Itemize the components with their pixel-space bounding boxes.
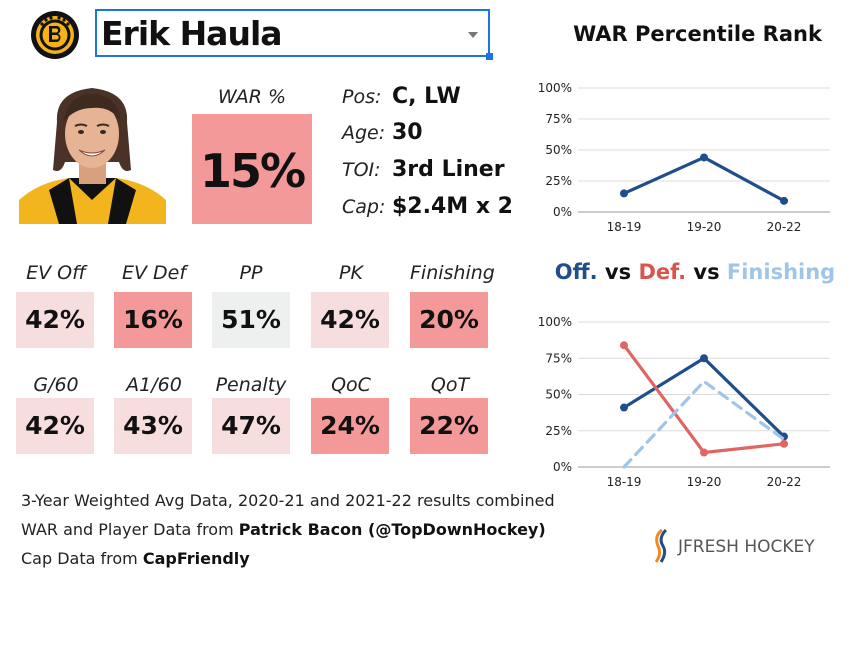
stat-value-ev-def: 16% bbox=[123, 305, 183, 334]
selection-handle[interactable] bbox=[486, 53, 493, 60]
info-value-pos: C, LW bbox=[392, 84, 461, 109]
info-key-pos: Pos: bbox=[342, 86, 382, 108]
info-value-age: 30 bbox=[392, 120, 423, 145]
footer-line-3: Cap Data from CapFriendly bbox=[21, 549, 250, 568]
data-point bbox=[780, 196, 788, 205]
data-point bbox=[620, 341, 628, 350]
stat-label-ev-def: EV Def bbox=[121, 262, 187, 284]
info-key-age: Age: bbox=[342, 122, 386, 144]
stat-label-pk: PK bbox=[339, 262, 363, 284]
data-point bbox=[780, 439, 788, 448]
bruins-logo bbox=[31, 11, 79, 59]
war-label: WAR % bbox=[217, 86, 287, 108]
stat-label-pp: PP bbox=[239, 262, 263, 284]
y-tick-label: 25% bbox=[545, 424, 572, 438]
chart-title-part: Def. bbox=[638, 260, 687, 284]
stat-box-ev-def: 16% bbox=[114, 292, 192, 348]
stat-box-pp: 51% bbox=[212, 292, 290, 348]
info-value-cap: $2.4M x 2 bbox=[392, 194, 513, 219]
war-percentile-chart: 0% 25% 50% 75% 100% 18-19 19-20 20-22 bbox=[538, 81, 830, 234]
stat-label-finishing: Finishing bbox=[410, 262, 495, 284]
stat-label-g60: G/60 bbox=[33, 374, 79, 396]
chart-title-part: vs bbox=[686, 260, 727, 284]
x-tick-label: 19-20 bbox=[687, 475, 722, 489]
y-tick-label: 0% bbox=[553, 205, 572, 219]
footer-source-war: Patrick Bacon (@TopDownHockey) bbox=[238, 520, 546, 539]
stat-box-g60: 42% bbox=[16, 398, 94, 454]
y-tick-label: 50% bbox=[545, 388, 572, 402]
data-point bbox=[620, 403, 628, 412]
x-tick-label: 20-22 bbox=[767, 475, 802, 489]
data-point bbox=[700, 354, 708, 363]
stat-label-a160: A1/60 bbox=[126, 374, 182, 396]
data-point bbox=[700, 153, 708, 162]
data-point bbox=[700, 448, 708, 457]
stat-label-ev-off: EV Off bbox=[26, 262, 86, 284]
footer-line-3-prefix: Cap Data from bbox=[21, 549, 143, 568]
footer-source-cap: CapFriendly bbox=[142, 549, 250, 568]
x-tick-label: 18-19 bbox=[607, 475, 642, 489]
info-key-toi: TOI: bbox=[342, 159, 381, 181]
y-tick-label: 100% bbox=[538, 315, 572, 329]
player-select[interactable]: Erik Haula bbox=[95, 9, 493, 60]
chart-title-part: Finishing bbox=[726, 260, 836, 284]
stat-box-penalty: 47% bbox=[212, 398, 290, 454]
y-tick-label: 0% bbox=[553, 460, 572, 474]
data-point bbox=[620, 189, 628, 198]
stat-value-qoc: 24% bbox=[320, 411, 380, 440]
chevron-down-icon[interactable] bbox=[468, 32, 478, 38]
series-line bbox=[622, 356, 786, 439]
footer-line-2: WAR and Player Data from Patrick Bacon (… bbox=[21, 520, 546, 539]
stat-value-penalty: 47% bbox=[221, 411, 281, 440]
jfresh-hockey-logo: JFRESH HOCKEY bbox=[654, 528, 815, 563]
stat-value-qot: 22% bbox=[419, 411, 479, 440]
series-line bbox=[622, 155, 786, 203]
stat-value-ev-off: 42% bbox=[25, 305, 85, 334]
stat-box-qot: 22% bbox=[410, 398, 488, 454]
chart-title-off-def-finishing: Off. vs Def. vs Finishing bbox=[530, 260, 860, 284]
off-def-finishing-chart: 0% 25% 50% 75% 100% 18-19 19-20 20-22 bbox=[538, 315, 830, 489]
chart-title-war-percentile: WAR Percentile Rank bbox=[573, 22, 822, 46]
war-value-box: 15% bbox=[192, 114, 312, 224]
y-tick-label: 50% bbox=[545, 143, 572, 157]
stat-label-qot: QoT bbox=[430, 374, 470, 396]
stat-box-a160: 43% bbox=[114, 398, 192, 454]
stat-value-g60: 42% bbox=[25, 411, 85, 440]
y-tick-label: 100% bbox=[538, 81, 572, 95]
brand-text: JFRESH HOCKEY bbox=[677, 537, 815, 557]
series-line bbox=[622, 379, 786, 469]
stat-value-a160: 43% bbox=[123, 411, 183, 440]
chart-title-part: Off. bbox=[554, 260, 598, 284]
footer-line-2-prefix: WAR and Player Data from bbox=[21, 520, 239, 539]
stat-label-qoc: QoC bbox=[331, 374, 371, 396]
y-tick-label: 25% bbox=[545, 174, 572, 188]
stat-box-qoc: 24% bbox=[311, 398, 389, 454]
stat-box-ev-off: 42% bbox=[16, 292, 94, 348]
x-tick-label: 20-22 bbox=[767, 220, 802, 234]
stat-value-finishing: 20% bbox=[419, 305, 479, 334]
chart-title-part: vs bbox=[597, 260, 639, 284]
x-tick-label: 18-19 bbox=[607, 220, 642, 234]
player-name: Erik Haula bbox=[101, 14, 283, 53]
player-photo bbox=[19, 82, 166, 224]
info-key-cap: Cap: bbox=[342, 196, 386, 218]
stat-box-pk: 42% bbox=[311, 292, 389, 348]
info-value-toi: 3rd Liner bbox=[392, 157, 505, 182]
footer-line-1: 3-Year Weighted Avg Data, 2020-21 and 20… bbox=[21, 491, 555, 510]
stat-box-finishing: 20% bbox=[410, 292, 488, 348]
war-value: 15% bbox=[199, 144, 306, 198]
y-tick-label: 75% bbox=[545, 112, 572, 126]
stat-label-penalty: Penalty bbox=[215, 374, 287, 396]
stat-value-pp: 51% bbox=[221, 305, 281, 334]
stat-value-pk: 42% bbox=[320, 305, 380, 334]
y-tick-label: 75% bbox=[545, 351, 572, 365]
x-tick-label: 19-20 bbox=[687, 220, 722, 234]
